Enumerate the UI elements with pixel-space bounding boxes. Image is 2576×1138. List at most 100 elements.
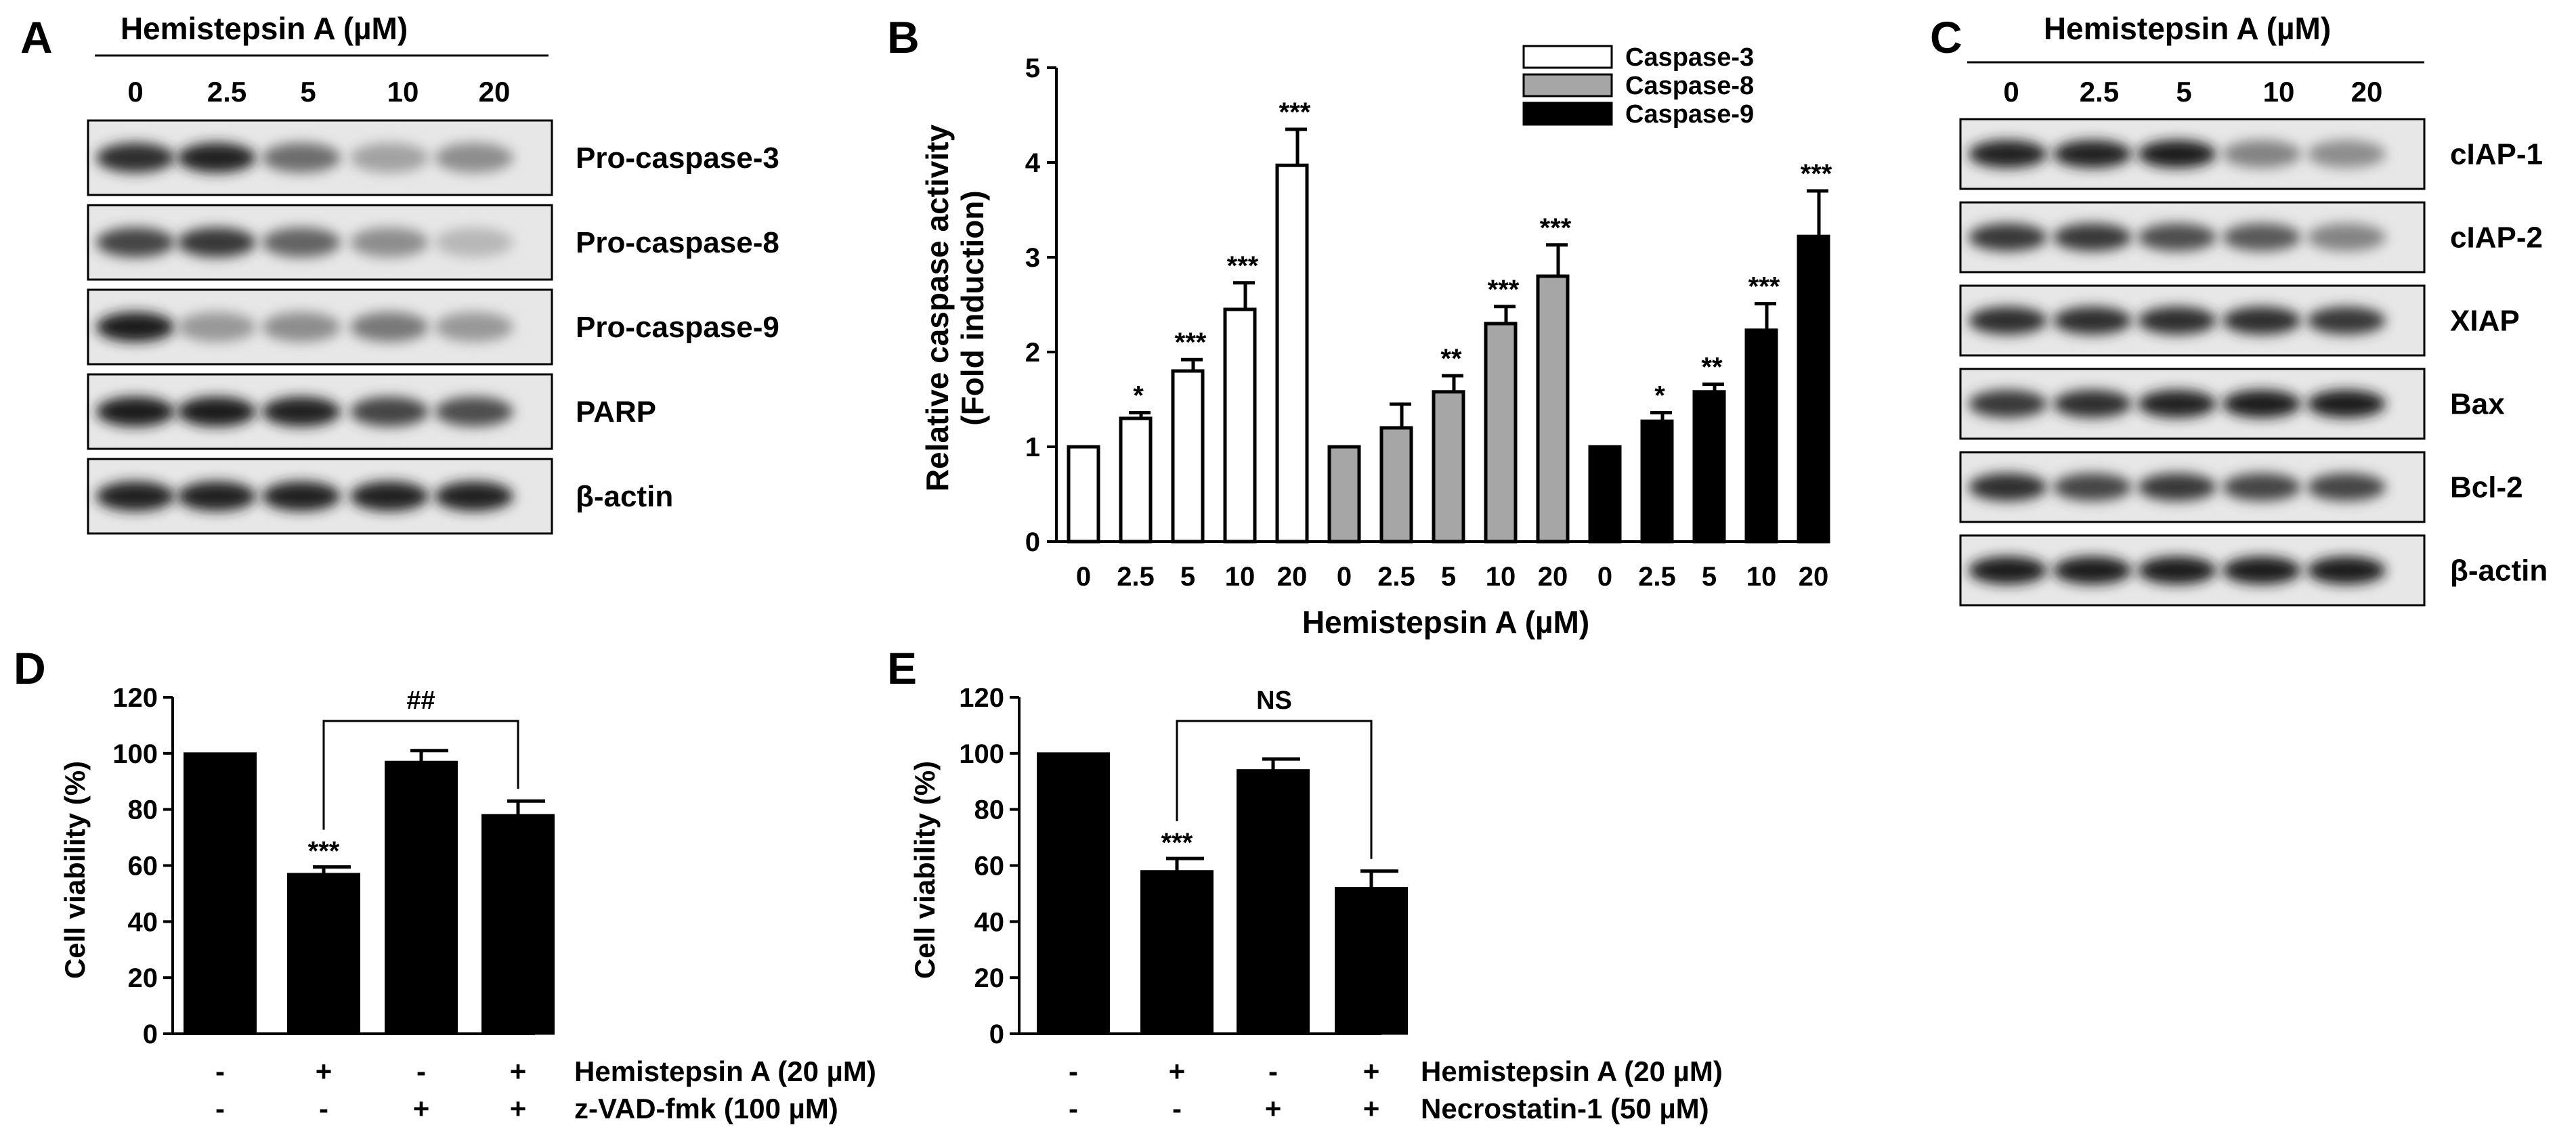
blot-band — [2307, 473, 2386, 502]
blot-band — [1969, 139, 2047, 169]
blot-band — [2223, 389, 2301, 418]
band-label: cIAP-1 — [2450, 138, 2543, 171]
band-label: Bax — [2450, 388, 2505, 421]
blot-band — [350, 227, 429, 257]
bar — [1640, 419, 1674, 544]
condition-mark: + — [413, 1093, 430, 1124]
y-tick-label: 1 — [1025, 433, 1040, 462]
blot-band — [435, 397, 513, 426]
lane-label: 0 — [2003, 76, 2019, 108]
blot-band — [2307, 139, 2386, 169]
panel-letter-e: E — [887, 643, 917, 693]
panel-a-western-blot: A Hemistepsin A (µM) 0 2.5 5 10 20 Pro-c… — [20, 11, 779, 535]
panel-b-caspase-chart: B Relative caspase activity (Fold induct… — [887, 12, 1832, 640]
blot-band — [435, 312, 513, 342]
x-tick-label: 2.5 — [1638, 562, 1676, 592]
blot-band — [96, 312, 175, 342]
bar — [1119, 416, 1153, 544]
panel-e-ylabel: Cell viability (%) — [909, 761, 941, 979]
blot-band — [1969, 473, 2047, 502]
y-tick-label: 5 — [1025, 53, 1040, 83]
panel-letter-d: D — [14, 643, 46, 693]
condition-mark: - — [215, 1055, 225, 1087]
blot-band — [96, 143, 175, 173]
band-label: Pro-caspase-8 — [576, 226, 779, 259]
blot-band — [2053, 139, 2132, 169]
panel-d-plot: 0 20 40 60 80 100 120 *** ## - + - + Hemistepsin A (2… — [112, 683, 876, 1124]
bar — [385, 760, 458, 1035]
y-tick-label: 0 — [143, 1020, 158, 1049]
bar — [1327, 445, 1361, 544]
comparison-bracket — [322, 720, 519, 830]
legend-swatch — [1522, 102, 1613, 126]
y-tick-label: 120 — [112, 683, 158, 713]
significance-label: * — [1133, 381, 1144, 411]
panel-a-header: Hemistepsin A (µM) — [121, 11, 408, 46]
panel-e-viability-chart: E Cell viability (%) 0 20 40 60 80 100 120 *** N… — [887, 643, 1723, 1124]
y-tick-label: 20 — [974, 963, 1005, 993]
x-tick-label: 10 — [1486, 562, 1516, 592]
blot-band — [2138, 223, 2216, 252]
blot-band — [350, 312, 429, 342]
band-label: β-actin — [2450, 554, 2548, 588]
blot-band — [2223, 556, 2301, 585]
bar — [1797, 234, 1830, 544]
bar — [1588, 445, 1622, 544]
significance-label: * — [1654, 381, 1665, 411]
significance-label: *** — [1801, 159, 1832, 189]
bar — [1484, 322, 1518, 544]
y-tick-label: 0 — [1025, 527, 1040, 557]
bar — [1744, 328, 1778, 544]
band-label: β-actin — [576, 480, 673, 513]
y-tick-label: 0 — [989, 1020, 1004, 1049]
blot-band — [1969, 306, 2047, 335]
condition-mark: + — [510, 1093, 527, 1124]
bar — [1237, 769, 1310, 1035]
bar — [287, 873, 360, 1035]
bar — [184, 752, 257, 1035]
band-label: XIAP — [2450, 305, 2520, 338]
blot-band — [2053, 306, 2132, 335]
lane-label: 5 — [2176, 76, 2191, 108]
blot-band — [2223, 473, 2301, 502]
blot-band — [350, 143, 429, 173]
blot-band — [262, 481, 341, 511]
band-label: Pro-caspase-3 — [576, 141, 779, 175]
condition-mark: - — [1069, 1055, 1078, 1087]
panel-a-blots: Pro-caspase-3 Pro-caspase-8 Pro-caspase-9 P… — [87, 119, 779, 535]
significance-label: *** — [308, 837, 340, 867]
lane-label: 2.5 — [207, 76, 246, 108]
blot-band — [435, 143, 513, 173]
panel-letter-c: C — [1930, 12, 1962, 62]
blot-band — [2053, 223, 2132, 252]
band-label: Pro-caspase-9 — [576, 311, 779, 344]
x-tick-label: 2.5 — [1117, 562, 1155, 592]
blot-band — [1969, 223, 2047, 252]
blot-band — [96, 481, 175, 511]
blot-band — [2053, 556, 2132, 585]
panel-letter-b: B — [887, 12, 920, 62]
lane-label: 0 — [127, 76, 143, 108]
blot-band — [96, 397, 175, 426]
legend-label: Caspase-9 — [1625, 100, 1754, 129]
condition-mark: + — [1265, 1093, 1282, 1124]
y-tick-label: 100 — [112, 739, 158, 769]
band-label: cIAP-2 — [2450, 221, 2543, 255]
blot-band — [177, 397, 256, 426]
x-tick-label: 0 — [1337, 562, 1352, 592]
condition-mark: - — [215, 1093, 225, 1124]
bar — [1335, 887, 1408, 1035]
blot-band — [262, 227, 341, 257]
bar — [1067, 445, 1100, 544]
y-tick-label: 60 — [974, 852, 1005, 881]
y-tick-label: 80 — [128, 795, 158, 825]
condition-mark: + — [1169, 1055, 1186, 1087]
y-tick-label: 60 — [128, 852, 158, 881]
blot-band — [2307, 223, 2386, 252]
condition-mark: - — [1172, 1093, 1182, 1124]
significance-label: ** — [1440, 344, 1462, 374]
x-tick-label: 2.5 — [1377, 562, 1415, 592]
bar — [1037, 752, 1110, 1035]
y-tick-label: 120 — [959, 683, 1004, 713]
